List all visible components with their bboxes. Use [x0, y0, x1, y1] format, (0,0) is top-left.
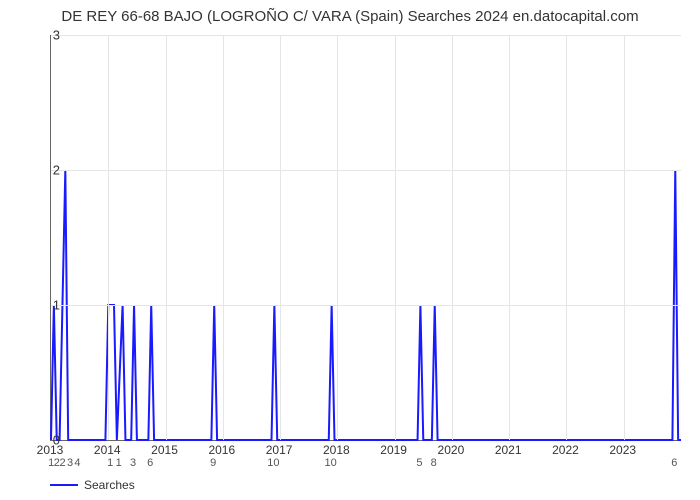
data-point-label: 6	[147, 457, 153, 469]
grid-line-v	[624, 35, 625, 440]
legend-swatch	[50, 484, 78, 486]
grid-line-h	[51, 305, 681, 306]
x-tick-label: 2016	[208, 443, 235, 457]
x-tick-label: 2018	[323, 443, 350, 457]
data-point-label: 3	[67, 457, 73, 469]
y-tick-label: 2	[30, 163, 60, 178]
legend: Searches	[50, 478, 135, 492]
x-tick-label: 2017	[266, 443, 293, 457]
grid-line-v	[452, 35, 453, 440]
data-point-label: 10	[325, 457, 337, 469]
grid-line-v	[337, 35, 338, 440]
grid-line-v	[566, 35, 567, 440]
legend-label: Searches	[84, 478, 135, 492]
data-point-label: 5	[416, 457, 422, 469]
grid-line-v	[395, 35, 396, 440]
grid-line-v	[166, 35, 167, 440]
grid-line-v	[223, 35, 224, 440]
x-tick-label: 2021	[495, 443, 522, 457]
plot-area	[50, 35, 681, 441]
data-point-label: 1	[107, 457, 113, 469]
x-tick-label: 2020	[438, 443, 465, 457]
line-chart-svg	[51, 35, 681, 440]
data-point-label: 2	[60, 457, 66, 469]
data-point-label: 8	[431, 457, 437, 469]
data-point-label: 1	[116, 457, 122, 469]
y-tick-label: 3	[30, 28, 60, 43]
x-tick-label: 2023	[609, 443, 636, 457]
grid-line-h	[51, 170, 681, 171]
data-point-label: 4	[74, 457, 80, 469]
data-point-label: 10	[267, 457, 279, 469]
data-point-label: 6	[671, 457, 677, 469]
grid-line-v	[108, 35, 109, 440]
grid-line-h	[51, 35, 681, 36]
grid-line-v	[280, 35, 281, 440]
x-tick-label: 2022	[552, 443, 579, 457]
x-tick-label: 2013	[37, 443, 64, 457]
x-tick-label: 2014	[94, 443, 121, 457]
grid-line-v	[509, 35, 510, 440]
y-tick-label: 1	[30, 298, 60, 313]
data-point-label: 3	[130, 457, 136, 469]
chart-title: DE REY 66-68 BAJO (LOGROÑO C/ VARA (Spai…	[0, 8, 700, 25]
x-tick-label: 2019	[380, 443, 407, 457]
x-tick-label: 2015	[151, 443, 178, 457]
chart-container: DE REY 66-68 BAJO (LOGROÑO C/ VARA (Spai…	[0, 0, 700, 500]
data-point-label: 9	[210, 457, 216, 469]
